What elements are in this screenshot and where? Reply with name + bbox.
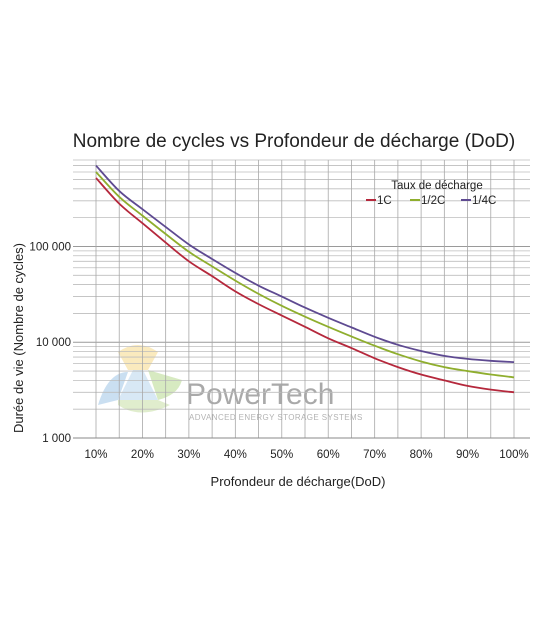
watermark-name: PowerTech bbox=[186, 378, 334, 411]
legend-title: Taux de décharge bbox=[391, 180, 482, 192]
x-tick-label: 60% bbox=[317, 449, 340, 461]
legend-label-1-2c: 1/2C bbox=[421, 195, 445, 207]
watermark-emblem bbox=[98, 345, 182, 413]
legend-label-1-4c: 1/4C bbox=[472, 195, 496, 207]
legend-label-1c: 1C bbox=[377, 195, 392, 207]
x-tick-label: 70% bbox=[363, 449, 386, 461]
legend: Taux de décharge 1C 1/2C 1/4C bbox=[366, 180, 496, 207]
y-tick-label: 1 000 bbox=[42, 433, 71, 445]
tick-labels: 10% 20% 30% 40% 50% 60% 70% 80% 90% 100% 1 000 10 0… bbox=[29, 241, 528, 461]
series-line-1-4c bbox=[95, 164, 515, 364]
watermark-tagline: ADVANCED ENERGY STORAGE SYSTEMS bbox=[189, 413, 363, 422]
x-tick-label: 30% bbox=[177, 449, 200, 461]
y-tick-label: 100 000 bbox=[29, 241, 71, 253]
y-axis-label: Durée de vie (Nombre de cycles) bbox=[11, 243, 26, 433]
x-tick-label: 80% bbox=[410, 449, 433, 461]
x-tick-label: 50% bbox=[270, 449, 293, 461]
grid bbox=[73, 159, 530, 439]
series-line-1c bbox=[95, 177, 515, 394]
series-line-1-2c bbox=[95, 171, 515, 379]
x-tick-label: 20% bbox=[131, 449, 154, 461]
x-axis-label: Profondeur de décharge(DoD) bbox=[211, 474, 386, 489]
series-layer bbox=[95, 164, 515, 394]
chart-title: Nombre de cycles vs Profondeur de déchar… bbox=[73, 131, 515, 152]
x-tick-label: 40% bbox=[224, 449, 247, 461]
x-tick-label: 10% bbox=[84, 449, 107, 461]
watermark-logo: PowerTech ADVANCED ENERGY STORAGE SYSTEM… bbox=[98, 345, 363, 422]
y-tick-label: 10 000 bbox=[36, 337, 71, 349]
legend-items: 1C 1/2C 1/4C bbox=[366, 195, 496, 207]
x-tick-label: 90% bbox=[456, 449, 479, 461]
x-tick-label: 100% bbox=[499, 449, 528, 461]
